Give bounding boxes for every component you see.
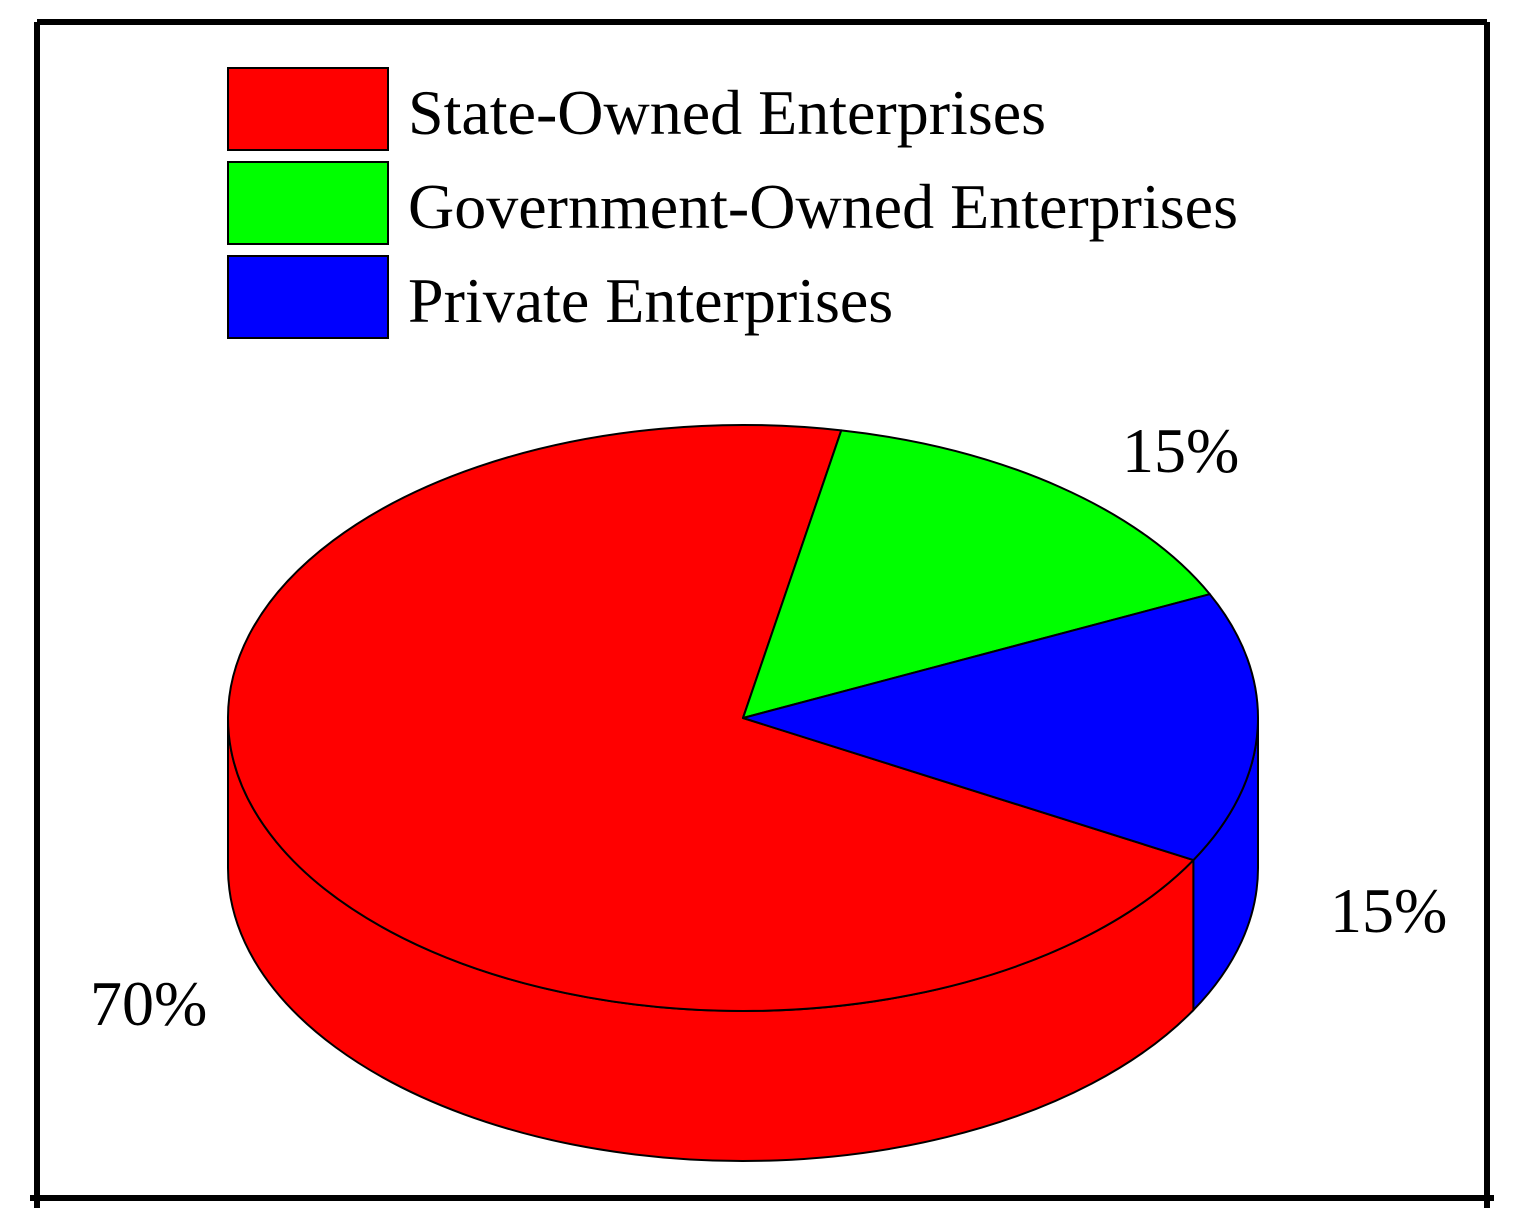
pie-slice-state-owned xyxy=(227,424,1195,1012)
legend-swatch-private xyxy=(227,255,389,339)
legend-entry-state-owned: State-Owned Enterprises xyxy=(227,67,1046,151)
legend-label-government-owned: Government-Owned Enterprises xyxy=(408,171,1238,242)
plot-frame xyxy=(30,19,1494,1208)
pie-slice-government-owned xyxy=(742,429,1211,719)
pie-top-faces xyxy=(227,424,1260,1012)
slice-labels: 70% 15% 15% xyxy=(90,415,1447,1039)
slice-label-government-owned: 15% xyxy=(1122,415,1239,486)
legend-entry-private: Private Enterprises xyxy=(227,255,893,339)
slice-label-private: 15% xyxy=(1330,875,1447,946)
legend: State-Owned Enterprises Government-Owned… xyxy=(227,67,1238,339)
legend-entry-government-owned: Government-Owned Enterprises xyxy=(227,161,1238,245)
legend-label-state-owned: State-Owned Enterprises xyxy=(408,77,1046,148)
pie-slice-private xyxy=(742,593,1260,862)
legend-swatch-government-owned xyxy=(227,161,389,245)
legend-label-private: Private Enterprises xyxy=(408,265,893,336)
slice-label-state-owned: 70% xyxy=(90,968,207,1039)
legend-swatch-state-owned xyxy=(227,67,389,151)
